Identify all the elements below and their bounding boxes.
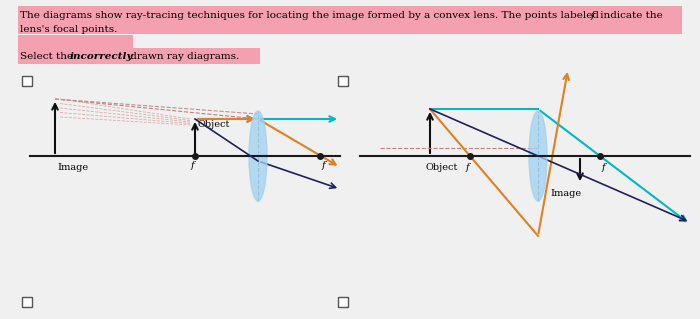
- FancyBboxPatch shape: [18, 48, 260, 64]
- Bar: [338, 76, 348, 86]
- Text: f: f: [466, 163, 469, 172]
- Text: f: f: [601, 163, 605, 172]
- Text: Image: Image: [57, 163, 88, 172]
- Text: lens's focal points.: lens's focal points.: [20, 25, 118, 34]
- Ellipse shape: [529, 111, 547, 201]
- Bar: [22, 76, 32, 86]
- Text: Select the: Select the: [20, 52, 76, 61]
- Bar: [338, 297, 348, 307]
- Text: f: f: [591, 11, 595, 20]
- FancyBboxPatch shape: [18, 6, 682, 34]
- Text: f: f: [190, 161, 194, 170]
- FancyBboxPatch shape: [18, 35, 133, 51]
- Text: Image: Image: [550, 189, 581, 198]
- Text: indicate the: indicate the: [597, 11, 663, 20]
- Ellipse shape: [249, 111, 267, 201]
- Text: f: f: [321, 161, 325, 170]
- Text: The diagrams show ray-tracing techniques for locating the image formed by a conv: The diagrams show ray-tracing techniques…: [20, 11, 602, 20]
- Text: drawn ray diagrams.: drawn ray diagrams.: [127, 52, 239, 61]
- Text: incorrectly: incorrectly: [70, 52, 134, 61]
- Text: Object: Object: [198, 120, 230, 129]
- Text: Object: Object: [425, 163, 457, 172]
- Bar: [22, 297, 32, 307]
